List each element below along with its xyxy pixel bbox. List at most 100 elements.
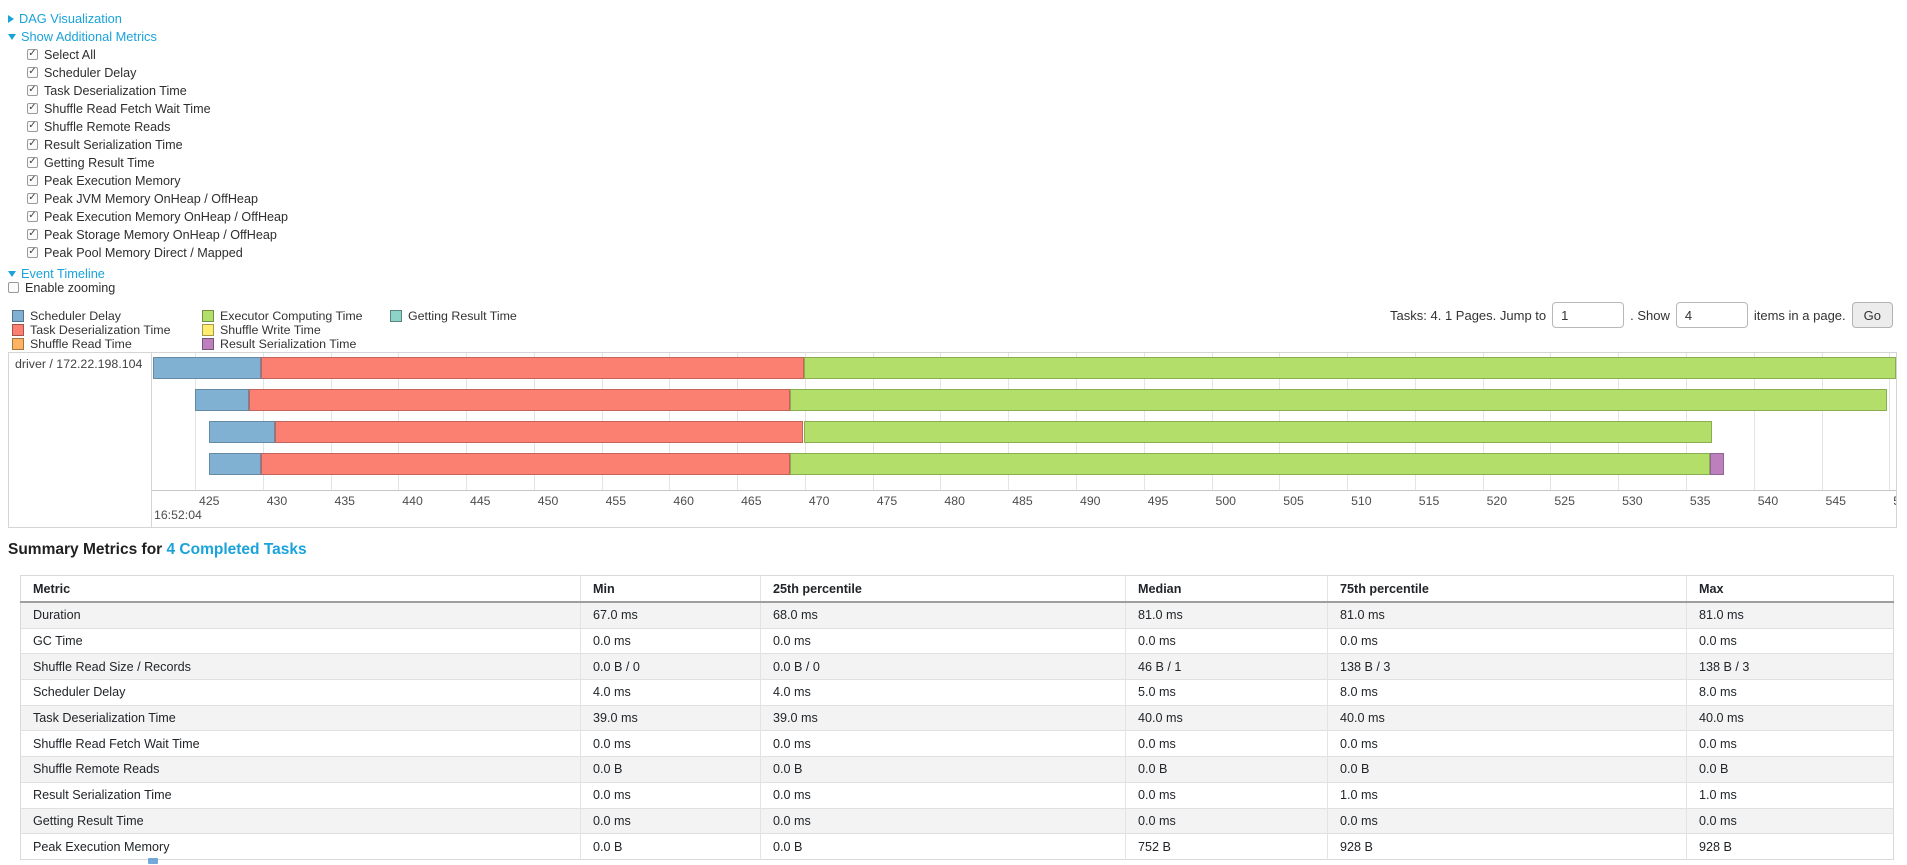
- timeline-tick-label: 535: [1689, 494, 1711, 508]
- checkbox-peak-storage-memory-onheap-offheap[interactable]: [27, 229, 38, 240]
- summary-metric-value: 8.0 ms: [1327, 679, 1687, 706]
- checkbox-scheduler-delay[interactable]: [27, 67, 38, 78]
- event-timeline-link[interactable]: Event Timeline: [21, 266, 105, 281]
- summary-metric-name: Scheduler Delay: [20, 679, 581, 706]
- summary-metric-value: 0.0 B: [1327, 756, 1687, 783]
- timeline-tick-label: 505: [1283, 494, 1304, 508]
- summary-metric-value: 0.0 ms: [1125, 730, 1328, 757]
- summary-metric-name: Shuffle Remote Reads: [20, 756, 581, 783]
- jump-to-page-input[interactable]: [1552, 302, 1625, 328]
- metric-checkbox-item: Peak Execution Memory OnHeap / OffHeap: [27, 209, 288, 224]
- legend-label: Executor Computing Time: [220, 308, 363, 323]
- summary-metric-value: 40.0 ms: [1327, 704, 1687, 731]
- summary-metric-value: 40.0 ms: [1686, 704, 1894, 731]
- legend-swatch-shuffle-write-time: [202, 323, 214, 336]
- legend-item-executor-computing-time: Executor Computing Time: [202, 308, 363, 323]
- task-2-segment-task_deserialization[interactable]: [274, 421, 804, 443]
- summary-metric-value: 39.0 ms: [580, 704, 761, 731]
- checkbox-peak-pool-memory-direct-mapped[interactable]: [27, 247, 38, 258]
- task-1-segment-scheduler_delay[interactable]: [195, 389, 250, 411]
- clipped-content-below-fold: [148, 858, 158, 864]
- go-button[interactable]: Go: [1851, 302, 1893, 328]
- checkbox-peak-execution-memory-onheap-offheap[interactable]: [27, 211, 38, 222]
- timeline-tick-label: 450: [537, 494, 559, 508]
- timeline-group-column: driver / 172.22.198.104: [9, 353, 152, 527]
- task-3-segment-task_deserialization[interactable]: [261, 453, 790, 475]
- task-0-segment-scheduler_delay[interactable]: [152, 357, 262, 379]
- timeline-tick-label: 520: [1486, 494, 1508, 508]
- summary-metric-value: 81.0 ms: [1327, 601, 1687, 629]
- task-3-segment-result_serialization[interactable]: [1710, 453, 1724, 475]
- task-0-segment-executor_computing[interactable]: [803, 357, 1896, 379]
- metric-checkbox-item: Scheduler Delay: [27, 65, 136, 80]
- dag-visualization-toggle[interactable]: DAG Visualization: [8, 11, 122, 26]
- summary-row-getting-result-time: Getting Result Time 0.0 ms 0.0 ms 0.0 ms 0.0…: [20, 807, 1894, 834]
- event-timeline-chart: driver / 172.22.198.104 16:52:04 425 430 4…: [8, 352, 1897, 528]
- legend-item-result-serialization-time: Result Serialization Time: [202, 337, 356, 351]
- timeline-tick-label: 445: [470, 494, 491, 508]
- summary-metric-name: Duration: [20, 601, 581, 629]
- summary-metric-value: 0.0 ms: [580, 627, 761, 654]
- timeline-group-label: driver / 172.22.198.104: [15, 357, 143, 371]
- timeline-gridline: [195, 353, 196, 490]
- summary-header-25th-percentile: 25th percentile: [760, 575, 1126, 603]
- legend-item-getting-result-time: Getting Result Time: [390, 309, 517, 323]
- metric-checkbox-item: Result Serialization Time: [27, 137, 183, 152]
- task-0-segment-task_deserialization[interactable]: [261, 357, 804, 379]
- pagination-prefix-text: Tasks: 4. 1 Pages. Jump to: [1390, 307, 1547, 323]
- event-timeline-toggle[interactable]: Event Timeline: [8, 266, 105, 281]
- summary-metric-value: 8.0 ms: [1686, 679, 1894, 706]
- checkbox-label: Peak JVM Memory OnHeap / OffHeap: [44, 191, 258, 206]
- checkbox-select-all[interactable]: [27, 49, 38, 60]
- metric-checkbox-item: Shuffle Remote Reads: [27, 119, 170, 134]
- task-1-segment-executor_computing[interactable]: [790, 389, 1887, 411]
- timeline-tick-label: 470: [808, 494, 830, 508]
- metric-checkbox-item: Peak Execution Memory: [27, 173, 181, 188]
- timeline-tick-label: 485: [1012, 494, 1033, 508]
- task-2-segment-scheduler_delay[interactable]: [208, 421, 275, 443]
- summary-row-shuffle-read-size-records: Shuffle Read Size / Records 0.0 B / 0 0.0 …: [20, 653, 1894, 680]
- summary-metric-value: 1.0 ms: [1686, 781, 1894, 808]
- summary-metric-value: 0.0 ms: [580, 781, 761, 808]
- dag-visualization-link[interactable]: DAG Visualization: [19, 11, 122, 26]
- caret-down-icon: [8, 33, 16, 40]
- checkbox-label: Scheduler Delay: [44, 65, 137, 80]
- summary-metric-name: Getting Result Time: [20, 807, 581, 834]
- summary-row-duration: Duration 67.0 ms 68.0 ms 81.0 ms 81.0 ms 81.0…: [20, 601, 1894, 629]
- summary-metric-name: Shuffle Read Size / Records: [20, 653, 581, 680]
- pagination-mid-text: . Show: [1630, 307, 1670, 323]
- task-3-segment-executor_computing[interactable]: [790, 453, 1711, 475]
- summary-table-header: Metric Min 25th percentile Median 75th perce…: [20, 575, 1894, 603]
- checkbox-peak-execution-memory[interactable]: [27, 175, 38, 186]
- checkbox-peak-jvm-memory-onheap-offheap[interactable]: [27, 193, 38, 204]
- checkbox-label: Peak Execution Memory OnHeap / OffHeap: [44, 209, 289, 224]
- checkbox-shuffle-read-fetch-wait-time[interactable]: [27, 103, 38, 114]
- checkbox-label: Peak Pool Memory Direct / Mapped: [44, 245, 243, 260]
- checkbox-shuffle-remote-reads[interactable]: [27, 121, 38, 132]
- timeline-tick-label: 540: [1757, 494, 1779, 508]
- task-2-segment-executor_computing[interactable]: [803, 421, 1712, 443]
- task-3-segment-scheduler_delay[interactable]: [208, 453, 262, 475]
- task-1-segment-task_deserialization[interactable]: [249, 389, 790, 411]
- show-additional-metrics-link[interactable]: Show Additional Metrics: [21, 29, 157, 44]
- checkbox-task-deserialization-time[interactable]: [27, 85, 38, 96]
- timeline-tick-label: 515: [1418, 494, 1440, 508]
- checkbox-label: Task Deserialization Time: [44, 83, 187, 98]
- checkbox-label: Shuffle Read Fetch Wait Time: [44, 101, 211, 116]
- summary-row-task-deserialization-time: Task Deserialization Time 39.0 ms 39.0 ms 4…: [20, 704, 1894, 731]
- summary-metric-value: 0.0 B / 0: [760, 653, 1126, 680]
- completed-tasks-link[interactable]: 4 Completed Tasks: [166, 541, 307, 558]
- checkbox-label: Shuffle Remote Reads: [44, 119, 171, 134]
- enable-zooming-checkbox[interactable]: [8, 282, 19, 293]
- summary-metric-value: 0.0 ms: [1125, 627, 1328, 654]
- summary-header-min: Min: [580, 575, 761, 603]
- checkbox-result-serialization-time[interactable]: [27, 139, 38, 150]
- pagination-suffix-text: items in a page.: [1753, 307, 1846, 323]
- show-additional-metrics-toggle[interactable]: Show Additional Metrics: [8, 29, 157, 44]
- legend-swatch-executor-computing-time: [202, 309, 214, 322]
- items-per-page-input[interactable]: [1675, 302, 1748, 328]
- summary-metric-value: 928 B: [1327, 833, 1687, 860]
- summary-metric-value: 40.0 ms: [1125, 704, 1328, 731]
- checkbox-getting-result-time[interactable]: [27, 157, 38, 168]
- summary-metric-value: 0.0 B: [1686, 756, 1894, 783]
